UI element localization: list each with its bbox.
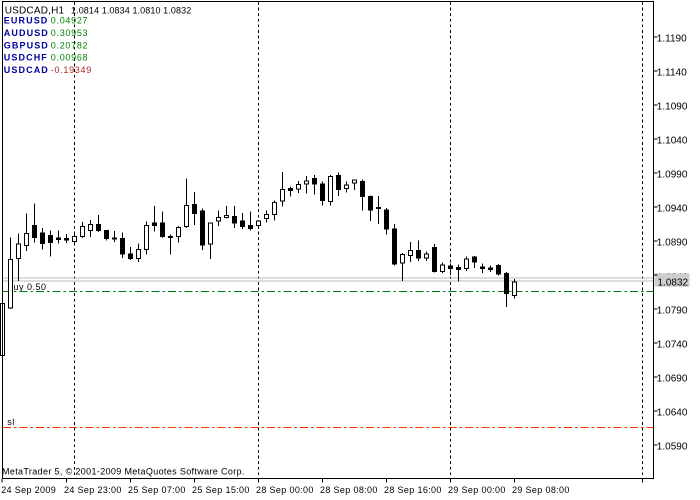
svg-text:-0.19349: -0.19349 — [51, 65, 92, 75]
svg-text:0.30953: 0.30953 — [51, 28, 88, 38]
svg-text:AUDUSD: AUDUSD — [4, 28, 49, 38]
svg-text:buy 0.50: buy 0.50 — [8, 282, 47, 292]
svg-text:USDCAD,H1: USDCAD,H1 — [5, 5, 65, 16]
svg-text:USDCAD: USDCAD — [4, 65, 49, 75]
svg-text:1.1040: 1.1040 — [657, 136, 688, 147]
svg-text:28 Sep 16:00: 28 Sep 16:00 — [384, 485, 442, 495]
svg-text:1.0740: 1.0740 — [657, 340, 688, 351]
svg-text:1.1140: 1.1140 — [657, 68, 687, 79]
svg-text:EURUSD: EURUSD — [4, 16, 49, 26]
svg-text:0.04927: 0.04927 — [51, 16, 88, 26]
svg-text:1.0940: 1.0940 — [657, 204, 688, 215]
svg-text:1.1190: 1.1190 — [657, 34, 687, 45]
svg-text:24 Sep 23:00: 24 Sep 23:00 — [64, 485, 122, 495]
svg-text:25 Sep 07:00: 25 Sep 07:00 — [128, 485, 186, 495]
svg-text:25 Sep 15:00: 25 Sep 15:00 — [192, 485, 250, 495]
svg-text:1.0790: 1.0790 — [657, 306, 688, 317]
svg-text:0.00968: 0.00968 — [51, 53, 88, 63]
svg-text:1.0832: 1.0832 — [658, 277, 689, 288]
svg-text:1.0990: 1.0990 — [657, 170, 688, 181]
svg-text:GBPUSD: GBPUSD — [4, 40, 49, 50]
svg-text:1.0814 1.0834 1.0810 1.0832: 1.0814 1.0834 1.0810 1.0832 — [71, 5, 191, 15]
svg-text:28 Sep 00:00: 28 Sep 00:00 — [256, 485, 314, 495]
svg-text:29 Sep 00:00: 29 Sep 00:00 — [448, 485, 506, 495]
svg-text:1.0690: 1.0690 — [657, 374, 688, 385]
svg-text:USDCHF: USDCHF — [4, 53, 48, 63]
svg-text:0.20782: 0.20782 — [51, 40, 88, 50]
svg-text:29 Sep 08:00: 29 Sep 08:00 — [512, 485, 570, 495]
svg-text:24 Sep 2009: 24 Sep 2009 — [1, 485, 56, 495]
svg-text:28 Sep 08:00: 28 Sep 08:00 — [320, 485, 378, 495]
svg-text:1.1090: 1.1090 — [657, 102, 688, 113]
svg-text:MetaTrader 5, © 2001-2009 Meta: MetaTrader 5, © 2001-2009 MetaQuotes Sof… — [2, 467, 245, 477]
svg-text:1.0590: 1.0590 — [657, 442, 688, 453]
svg-text:sl: sl — [7, 417, 15, 427]
svg-text:1.0640: 1.0640 — [657, 408, 688, 419]
svg-text:1.0890: 1.0890 — [657, 238, 688, 249]
